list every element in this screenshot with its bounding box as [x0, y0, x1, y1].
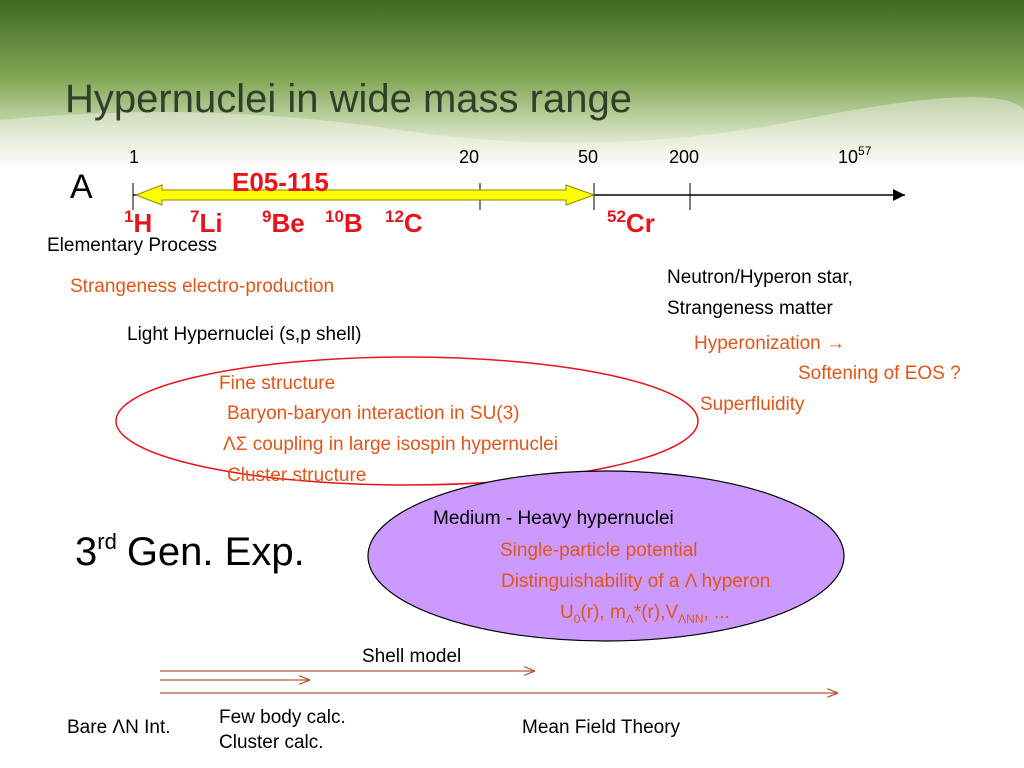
banner: [0, 0, 1024, 170]
tick-exp: 57: [858, 144, 872, 158]
light-item: ΛΣ coupling in large isospin hypernuclei: [223, 434, 558, 455]
nucleus: 1H: [124, 207, 152, 238]
symbol: Cr: [626, 208, 655, 238]
light-ellipse: [115, 356, 699, 486]
formula-part: U: [560, 602, 574, 623]
formula-part: (r), m: [580, 602, 625, 623]
symbol: B: [344, 208, 363, 238]
tick-label: 50: [578, 147, 598, 167]
star-heading: Strangeness matter: [667, 298, 833, 319]
nucleus: 12C: [385, 207, 423, 238]
symbol: H: [133, 208, 152, 238]
axis-label: A: [70, 168, 93, 206]
mass: 12: [385, 207, 404, 226]
light-heading: Light Hypernuclei (s,p shell): [127, 324, 361, 345]
few-body: Few body calc.: [219, 707, 346, 728]
tick-label: 1057: [838, 144, 872, 167]
nucleus: 7Li: [190, 207, 223, 238]
formula-part: , ...: [704, 602, 730, 623]
elementary-item: Strangeness electro-production: [70, 276, 334, 297]
generation-number: 3: [75, 530, 97, 574]
mean-field: Mean Field Theory: [522, 717, 681, 738]
cluster-calc: Cluster calc.: [219, 732, 324, 753]
title: Hypernuclei in wide mass range: [65, 77, 632, 121]
light-item: Baryon-baryon interaction in SU(3): [227, 403, 520, 424]
star-item: Hyperonization →: [694, 333, 845, 354]
star-item: Softening of EOS ?: [798, 363, 961, 384]
elementary-heading: Elementary Process: [47, 235, 217, 256]
nucleus: 10B: [325, 207, 363, 238]
light-item: Fine structure: [219, 373, 335, 394]
mass: 1: [124, 207, 133, 226]
medium-formula: U0(r), mΛ*(r),VΛNN, ...: [560, 602, 730, 626]
mass: 52: [607, 207, 626, 226]
generation-rest: Gen. Exp.: [127, 530, 305, 574]
range-arrow: [134, 184, 596, 206]
mass: 9: [262, 207, 271, 226]
formula-sub: 0: [574, 612, 581, 626]
tick-label: 200: [669, 147, 699, 167]
star-item: Superfluidity: [700, 394, 805, 415]
symbol: Li: [199, 208, 222, 238]
tick-base: 10: [838, 147, 858, 167]
medium-item: Distinguishability of a Λ hyperon: [501, 571, 770, 592]
mass: 10: [325, 207, 344, 226]
bare-int: Bare ΛN Int.: [67, 717, 171, 738]
medium-item: Single-particle potential: [500, 540, 698, 561]
shell-model: Shell model: [362, 646, 461, 667]
generation-sup: rd: [97, 529, 117, 554]
star-heading: Neutron/Hyperon star,: [667, 267, 853, 288]
symbol: Be: [271, 208, 304, 238]
formula-sub: Λ: [626, 612, 634, 626]
medium-ellipse: [367, 470, 845, 642]
banner-sheen: [0, 97, 1024, 170]
formula-sub: ΛNN: [678, 612, 703, 626]
light-item: Cluster structure: [227, 465, 366, 486]
mass: 7: [190, 207, 199, 226]
tick-label: 20: [459, 147, 479, 167]
medium-heading: Medium - Heavy hypernuclei: [433, 508, 674, 529]
experiment: E05-115: [232, 167, 329, 197]
formula-part: *(r),V: [634, 602, 679, 623]
nucleus: 52Cr: [607, 207, 655, 238]
generation: 3rd Gen. Exp.: [75, 529, 305, 574]
tick-label: 1: [129, 147, 139, 167]
symbol: C: [404, 208, 423, 238]
nucleus: 9Be: [262, 207, 305, 238]
